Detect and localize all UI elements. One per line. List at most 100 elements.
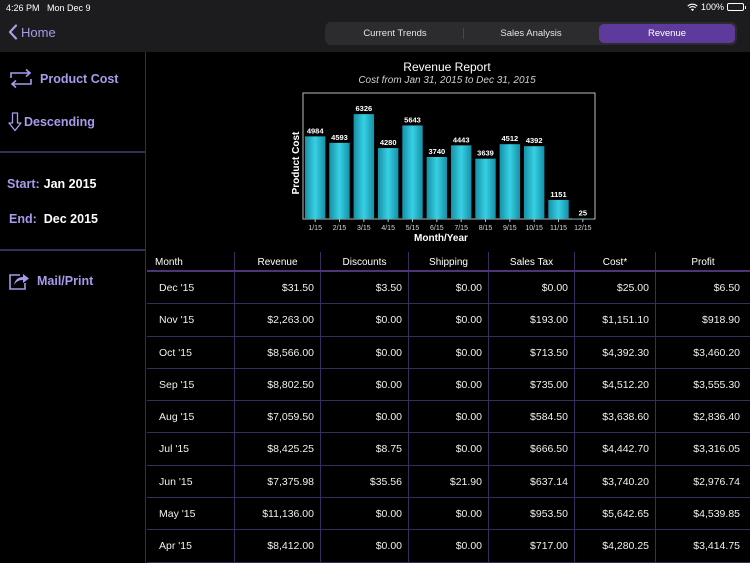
- bar-11-15[interactable]: [548, 199, 569, 219]
- bar-2-15[interactable]: [329, 142, 350, 219]
- sidebar: Product Cost Descending Start: Jan 2015 E…: [0, 52, 146, 563]
- x-tick-label: 7/15: [454, 225, 468, 232]
- table-cell: $0.00: [409, 433, 489, 465]
- sidebar-divider: [0, 151, 146, 153]
- table-cell: $193.00: [489, 304, 575, 336]
- table-row[interactable]: Oct '15 $8,566.00 $0.00 $0.00 $713.50 $4,392.…: [147, 336, 750, 369]
- table-cell: $35.56: [321, 465, 409, 498]
- table-row[interactable]: Jul '15 $8,425.25 $8.75 $0.00 $666.50 $4,442.…: [147, 433, 750, 466]
- table-cell: $4,392.30: [575, 336, 656, 368]
- table-cell: $713.50: [489, 336, 575, 368]
- table-cell: $0.00: [321, 401, 409, 433]
- table-cell: $6.50: [713, 282, 740, 294]
- table-cell: $0.00: [409, 498, 489, 530]
- table-cell: $2,976.74: [693, 475, 740, 488]
- table-cell: $5,642.65: [575, 498, 656, 530]
- bar-value-label: 4280: [380, 138, 397, 147]
- table-cell: $4,512.20: [575, 368, 656, 401]
- home-back-button[interactable]: Home: [8, 24, 56, 40]
- start-date-button[interactable]: Start: Jan 2015: [7, 177, 96, 191]
- product-cost-label: Product Cost: [40, 72, 119, 86]
- bar-1-15[interactable]: [304, 136, 326, 219]
- column-header-shipping[interactable]: Shipping: [409, 252, 489, 270]
- table-cell: $0.00: [321, 368, 409, 401]
- product-cost-button[interactable]: Product Cost: [8, 68, 118, 90]
- revenue-chart: Revenue Report Cost from Jan 31, 2015 to…: [147, 52, 750, 250]
- share-icon: [9, 274, 29, 290]
- table-cell: $4,539.85: [693, 508, 740, 521]
- bar-value-label: 25: [579, 209, 587, 218]
- tab-revenue[interactable]: Revenue: [599, 24, 735, 43]
- bar-value-label: 3740: [428, 147, 445, 156]
- table-header: Month Revenue Discounts Shipping Sales Tax Co…: [147, 252, 750, 272]
- bar-value-label: 4443: [453, 135, 470, 144]
- table-cell: $3,638.60: [575, 401, 656, 433]
- table-cell: $735.00: [489, 368, 575, 401]
- bar-6-15[interactable]: [426, 156, 448, 219]
- table-cell: $11,136.00: [235, 498, 321, 530]
- table-row[interactable]: Apr '15 $8,412.00 $0.00 $0.00 $717.00 $4,280.…: [147, 530, 750, 563]
- column-header-cost[interactable]: Cost*: [575, 252, 656, 270]
- descending-button[interactable]: Descending: [8, 112, 95, 132]
- descending-label: Descending: [24, 115, 95, 129]
- x-tick-label: 6/15: [430, 225, 444, 232]
- bar-7-15[interactable]: [450, 145, 472, 219]
- chart-title: Revenue Report: [403, 60, 491, 74]
- table-cell: $3,414.75: [693, 540, 740, 553]
- bar-value-label: 4392: [526, 136, 543, 145]
- status-time: 4:26 PM Mon Dec 9: [6, 3, 91, 13]
- bar-10-15[interactable]: [523, 146, 545, 219]
- table-cell: Oct '15: [147, 336, 235, 368]
- mail-print-button[interactable]: Mail/Print: [8, 271, 93, 291]
- end-date-button[interactable]: End: Dec 2015: [9, 212, 98, 226]
- end-label: End:: [9, 212, 37, 226]
- column-header-month[interactable]: Month: [147, 252, 235, 270]
- table-cell: $666.50: [489, 433, 575, 465]
- table-row[interactable]: Nov '15 $2,263.00 $0.00 $0.00 $193.00 $1,151.…: [147, 304, 750, 337]
- table-cell: Dec '15: [147, 272, 235, 304]
- bar-8-15[interactable]: [475, 158, 496, 219]
- table-cell: $953.50: [489, 498, 575, 530]
- x-tick-label: 2/15: [333, 225, 347, 232]
- table-cell: $0.00: [321, 498, 409, 530]
- column-header-sales-tax[interactable]: Sales Tax: [489, 252, 575, 270]
- end-value: Dec 2015: [43, 212, 98, 226]
- bar-3-15[interactable]: [353, 114, 375, 219]
- table-cell: $4,442.70: [575, 433, 656, 465]
- chart-subtitle: Cost from Jan 31, 2015 to Dec 31, 2015: [358, 75, 536, 86]
- revenue-table: Month Revenue Discounts Shipping Sales Tax Co…: [147, 252, 750, 563]
- status-right: 100%: [687, 2, 746, 12]
- x-tick-label: 12/15: [574, 225, 592, 232]
- column-header-profit[interactable]: Profit: [691, 257, 715, 268]
- bar-value-label: 5643: [404, 115, 421, 124]
- table-body: Dec '15 $31.50 $3.50 $0.00 $0.00 $25.00 $6.50 N…: [147, 272, 750, 563]
- bar-value-label: 6326: [355, 104, 372, 113]
- mail-print-label: Mail/Print: [37, 274, 94, 288]
- bar-value-label: 3639: [477, 149, 494, 158]
- status-bar: 4:26 PM Mon Dec 9 100%: [0, 0, 750, 17]
- chart-svg: Product Cost Month/Year 4984 1/15 4593 2/15…: [291, 92, 596, 244]
- bar-5-15[interactable]: [402, 125, 423, 219]
- tab-sales-analysis[interactable]: Sales Analysis: [463, 24, 599, 43]
- column-header-revenue[interactable]: Revenue: [235, 252, 321, 270]
- bar-value-label: 4593: [331, 133, 348, 142]
- table-row[interactable]: Sep '15 $8,802.50 $0.00 $0.00 $735.00 $4,512.…: [147, 368, 750, 402]
- table-cell: $8,412.00: [235, 530, 321, 562]
- nav-bar: Home Current Trends Sales Analysis Reven…: [0, 17, 750, 52]
- x-tick-label: 3/15: [357, 225, 371, 232]
- table-cell: $637.14: [489, 465, 575, 498]
- x-tick-label: 4/15: [381, 225, 395, 232]
- x-axis-label: Month/Year: [414, 233, 468, 244]
- table-row[interactable]: Jun '15 $7,375.98 $35.56 $21.90 $637.14 $3,74…: [147, 465, 750, 499]
- sidebar-divider: [0, 249, 146, 251]
- table-row[interactable]: Dec '15 $31.50 $3.50 $0.00 $0.00 $25.00 $6.50: [147, 272, 750, 305]
- tab-current-trends[interactable]: Current Trends: [363, 28, 427, 39]
- table-cell: $0.00: [321, 304, 409, 336]
- bar-9-15[interactable]: [499, 144, 521, 219]
- column-header-discounts[interactable]: Discounts: [321, 252, 409, 270]
- home-back-label: Home: [21, 24, 56, 40]
- table-row[interactable]: May '15 $11,136.00 $0.00 $0.00 $953.50 $5,642…: [147, 498, 750, 531]
- table-row[interactable]: Aug '15 $7,059.50 $0.00 $0.00 $584.50 $3,638.…: [147, 401, 750, 434]
- battery-percent: 100%: [700, 2, 724, 12]
- bar-4-15[interactable]: [377, 148, 399, 219]
